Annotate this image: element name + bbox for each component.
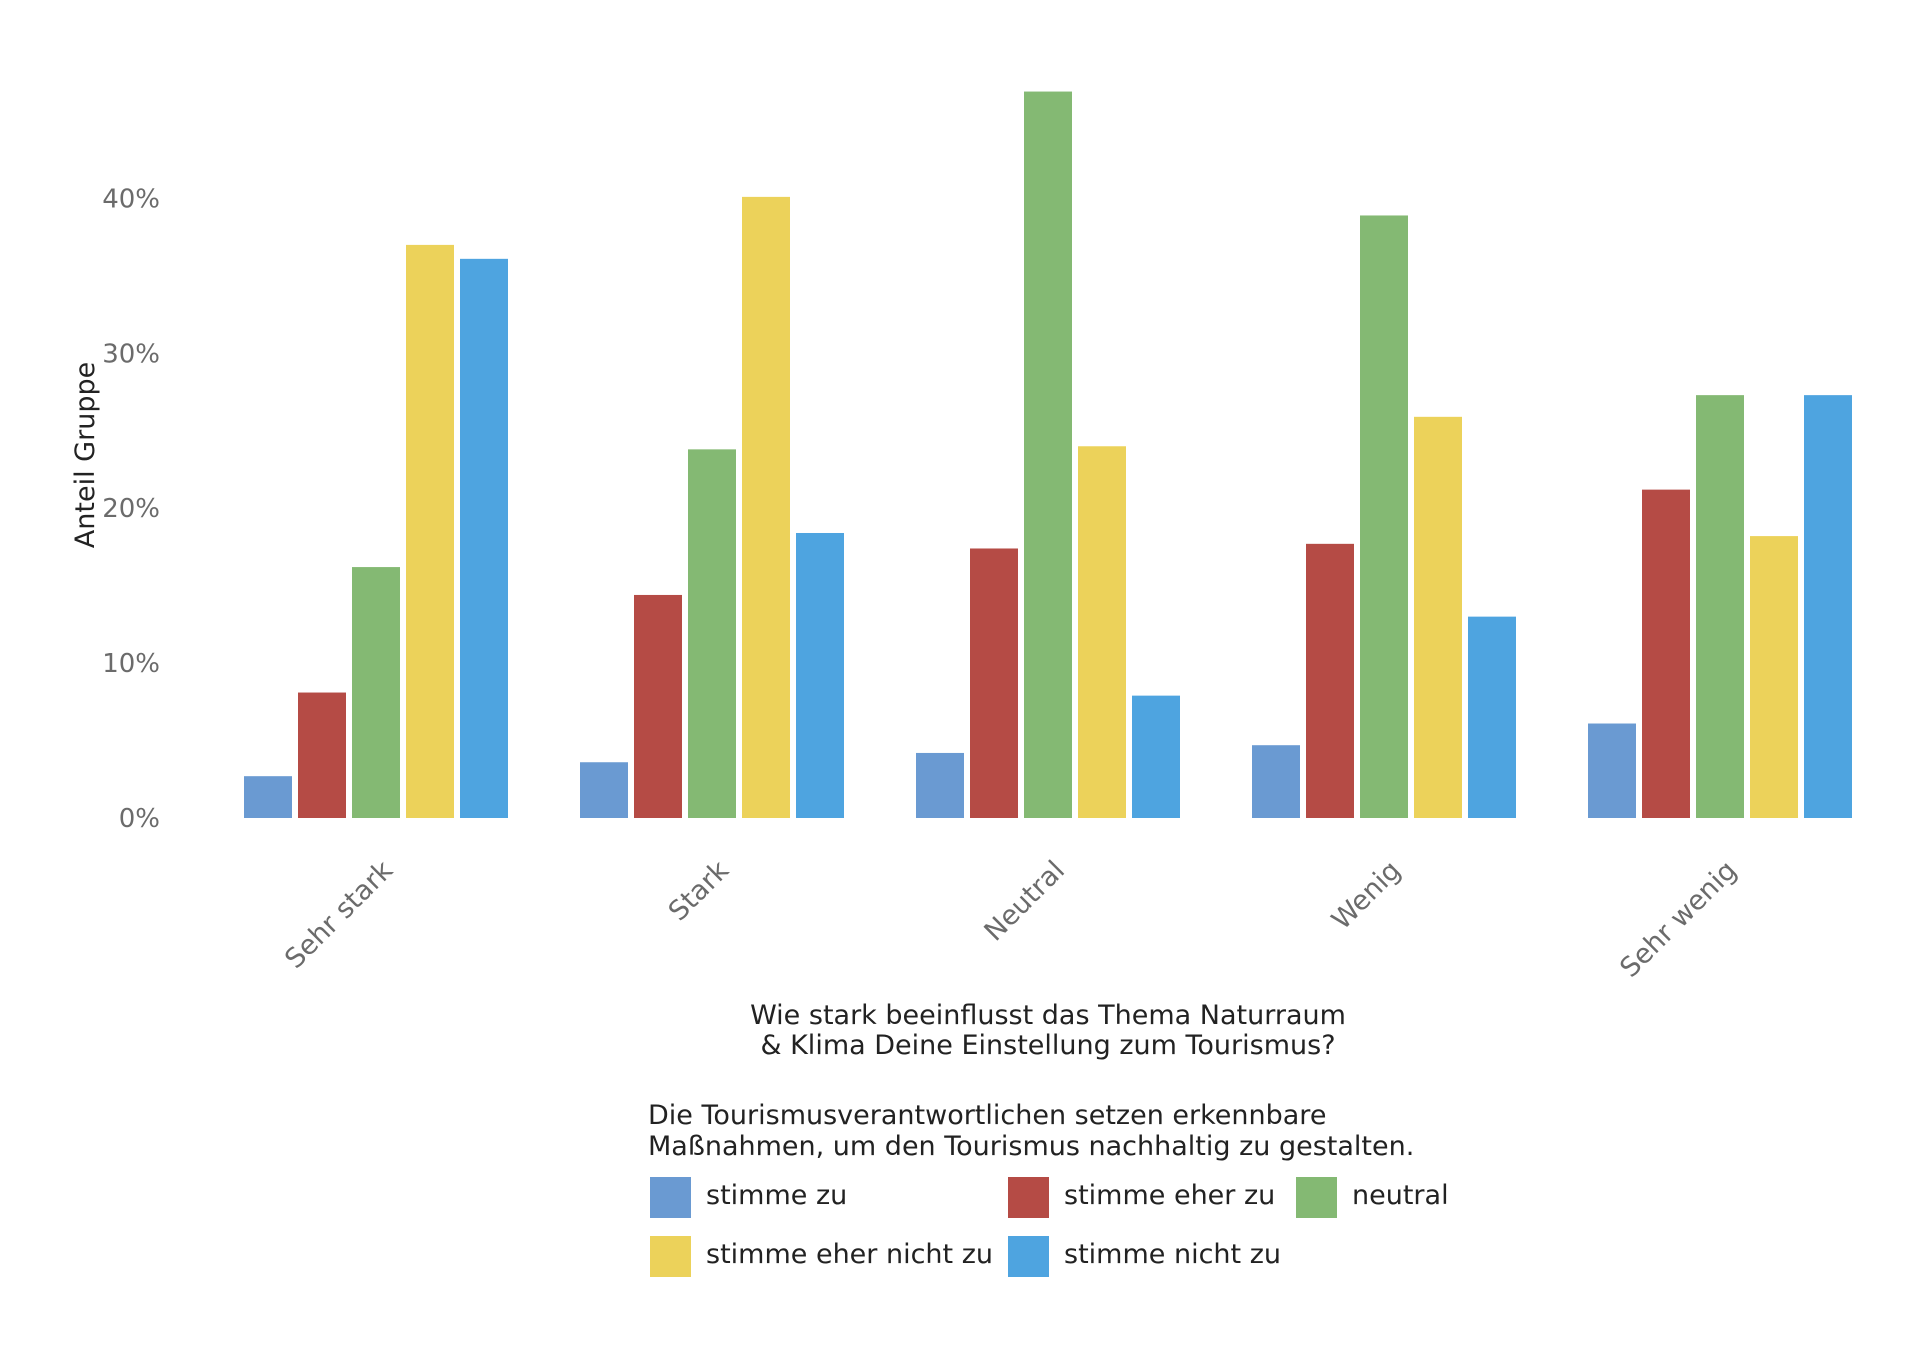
bar-wenig-stimme-zu xyxy=(1252,745,1300,818)
legend-title-line: Maßnahmen, um den Tourismus nachhaltig z… xyxy=(648,1131,1414,1162)
bar-neutral-stimme-nicht-zu xyxy=(1132,695,1180,818)
bar-sehr-wenig-stimme-eher-zu xyxy=(1642,489,1690,818)
bar-series-group xyxy=(244,91,1852,819)
x-tick-label: Sehr wenig xyxy=(1614,855,1743,984)
bar-group-sehr-wenig xyxy=(1588,395,1852,818)
bar-wenig-stimme-eher-zu xyxy=(1306,543,1354,818)
y-axis: 0% 10% 20% 30% 40% Anteil Gruppe xyxy=(70,184,160,834)
legend-item-stimme-nicht-zu: stimme nicht zu xyxy=(1008,1236,1281,1277)
legend-swatch xyxy=(650,1177,691,1218)
bar-wenig-stimme-nicht-zu xyxy=(1468,616,1516,818)
legend-label: stimme eher zu xyxy=(1064,1180,1275,1211)
bar-group-sehr-stark xyxy=(244,244,508,818)
bar-group-stark xyxy=(580,196,844,819)
y-tick-label: 30% xyxy=(102,339,160,369)
legend-label: stimme zu xyxy=(706,1180,847,1211)
legend-swatch xyxy=(1296,1177,1337,1218)
bar-sehr-stark-stimme-eher-zu xyxy=(298,692,346,818)
bar-sehr-wenig-stimme-zu xyxy=(1588,723,1636,818)
bar-stark-neutral xyxy=(688,449,736,818)
x-axis-title-line: & Klima Deine Einstellung zum Tourismus? xyxy=(760,1030,1335,1061)
legend-label: stimme eher nicht zu xyxy=(706,1239,993,1270)
bar-neutral-stimme-eher-nicht-zu xyxy=(1078,446,1126,818)
x-tick-label: Sehr stark xyxy=(279,855,399,975)
x-tick-label: Wenig xyxy=(1326,855,1407,936)
bar-group-wenig xyxy=(1252,215,1516,818)
legend-item-stimme-eher-nicht-zu: stimme eher nicht zu xyxy=(650,1236,993,1277)
bar-sehr-wenig-stimme-eher-nicht-zu xyxy=(1750,536,1798,818)
y-tick-label: 40% xyxy=(102,184,160,214)
bar-sehr-stark-stimme-nicht-zu xyxy=(460,258,508,818)
y-tick-label: 10% xyxy=(102,649,160,679)
legend-item-stimme-eher-zu: stimme eher zu xyxy=(1008,1177,1275,1218)
x-tick-label: Stark xyxy=(663,855,735,927)
legend-item-neutral: neutral xyxy=(1296,1177,1449,1218)
legend-label: stimme nicht zu xyxy=(1064,1239,1281,1270)
y-axis-title: Anteil Gruppe xyxy=(70,362,101,548)
legend-swatch xyxy=(650,1236,691,1277)
y-tick-label: 0% xyxy=(119,804,160,834)
bar-stark-stimme-eher-nicht-zu xyxy=(742,196,790,819)
bar-stark-stimme-nicht-zu xyxy=(796,532,844,818)
y-tick-label: 20% xyxy=(102,494,160,524)
legend-item-stimme-zu: stimme zu xyxy=(650,1177,847,1218)
bar-neutral-neutral xyxy=(1024,91,1072,818)
bar-sehr-stark-neutral xyxy=(352,567,400,818)
bar-wenig-neutral xyxy=(1360,215,1408,818)
bar-group-neutral xyxy=(916,91,1180,818)
legend-label: neutral xyxy=(1352,1180,1449,1211)
legend-swatch xyxy=(1008,1236,1049,1277)
bar-stark-stimme-eher-zu xyxy=(634,594,682,818)
x-tick-label: Neutral xyxy=(979,855,1071,947)
x-axis: Sehr stark Stark Neutral Wenig Sehr wenig Wie… xyxy=(279,855,1743,1061)
legend-title-line: Die Tourismusverantwortlichen setzen erk… xyxy=(648,1100,1326,1131)
bar-sehr-stark-stimme-eher-nicht-zu xyxy=(406,244,454,818)
bar-sehr-wenig-stimme-nicht-zu xyxy=(1804,395,1852,818)
bar-neutral-stimme-eher-zu xyxy=(970,548,1018,818)
bar-neutral-stimme-zu xyxy=(916,752,964,818)
bar-sehr-wenig-neutral xyxy=(1696,395,1744,818)
legend: Die Tourismusverantwortlichen setzen erk… xyxy=(648,1100,1449,1277)
bar-stark-stimme-zu xyxy=(580,762,628,818)
bar-sehr-stark-stimme-zu xyxy=(244,776,292,818)
bar-wenig-stimme-eher-nicht-zu xyxy=(1414,416,1462,818)
legend-swatch xyxy=(1008,1177,1049,1218)
x-axis-title-line: Wie stark beeinflusst das Thema Naturrau… xyxy=(750,1000,1346,1031)
